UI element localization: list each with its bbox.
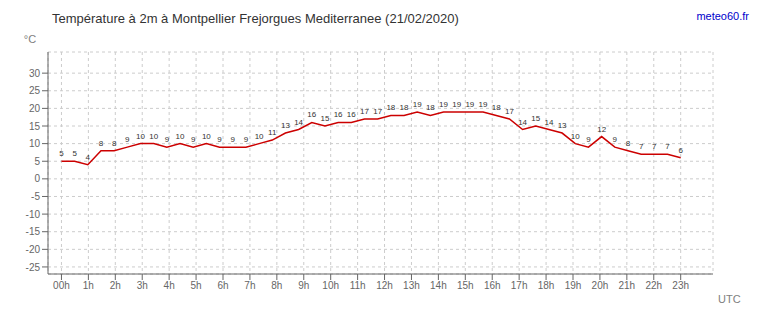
- svg-text:7: 7: [652, 142, 657, 151]
- svg-text:21h: 21h: [619, 280, 636, 291]
- svg-text:18: 18: [426, 103, 435, 112]
- svg-text:16: 16: [334, 110, 343, 119]
- svg-text:8: 8: [99, 139, 104, 148]
- svg-text:10: 10: [176, 132, 185, 141]
- svg-text:1h: 1h: [83, 280, 94, 291]
- svg-text:18: 18: [492, 103, 501, 112]
- svg-text:10: 10: [136, 132, 145, 141]
- svg-text:14h: 14h: [430, 280, 447, 291]
- svg-text:12: 12: [597, 125, 606, 134]
- svg-text:9: 9: [191, 135, 196, 144]
- svg-text:-20: -20: [26, 244, 41, 255]
- svg-text:14: 14: [294, 118, 303, 127]
- svg-text:00h: 00h: [53, 280, 70, 291]
- svg-text:12h: 12h: [376, 280, 393, 291]
- svg-text:9: 9: [217, 135, 222, 144]
- svg-text:18: 18: [400, 103, 409, 112]
- svg-text:8: 8: [112, 139, 117, 148]
- svg-text:13: 13: [281, 121, 290, 130]
- svg-text:9: 9: [244, 135, 249, 144]
- svg-text:8: 8: [626, 139, 631, 148]
- svg-text:19: 19: [452, 100, 461, 109]
- svg-text:0: 0: [34, 173, 40, 184]
- svg-text:5: 5: [34, 156, 40, 167]
- svg-text:19: 19: [413, 100, 422, 109]
- svg-text:17: 17: [373, 107, 382, 116]
- svg-text:8h: 8h: [271, 280, 282, 291]
- svg-text:15: 15: [321, 114, 330, 123]
- svg-text:15: 15: [531, 114, 540, 123]
- svg-text:10: 10: [202, 132, 211, 141]
- svg-text:9: 9: [613, 135, 618, 144]
- svg-text:4h: 4h: [164, 280, 175, 291]
- svg-text:13: 13: [558, 121, 567, 130]
- svg-text:30: 30: [29, 68, 41, 79]
- svg-text:19: 19: [479, 100, 488, 109]
- svg-text:23h: 23h: [672, 280, 689, 291]
- svg-text:5: 5: [59, 149, 64, 158]
- svg-text:18: 18: [386, 103, 395, 112]
- svg-text:13h: 13h: [403, 280, 420, 291]
- svg-text:3h: 3h: [137, 280, 148, 291]
- svg-text:16: 16: [347, 110, 356, 119]
- svg-text:9: 9: [231, 135, 236, 144]
- svg-text:6h: 6h: [217, 280, 228, 291]
- svg-text:9h: 9h: [298, 280, 309, 291]
- svg-text:19h: 19h: [565, 280, 582, 291]
- svg-text:2h: 2h: [110, 280, 121, 291]
- svg-text:°C: °C: [24, 33, 36, 45]
- svg-text:7: 7: [665, 142, 670, 151]
- svg-text:10: 10: [149, 132, 158, 141]
- svg-text:17h: 17h: [511, 280, 528, 291]
- svg-text:7: 7: [639, 142, 644, 151]
- html-text:Température à 2m à Montpellier: Température à 2m à Montpellier Frejorgue…: [52, 11, 459, 26]
- svg-text:9: 9: [165, 135, 170, 144]
- svg-text:10: 10: [29, 138, 41, 149]
- svg-text:5: 5: [72, 149, 77, 158]
- svg-text:11: 11: [268, 128, 277, 137]
- svg-text:14: 14: [518, 118, 527, 127]
- svg-text:-5: -5: [31, 191, 40, 202]
- svg-text:14: 14: [544, 118, 553, 127]
- svg-text:15: 15: [29, 121, 41, 132]
- svg-text:11h: 11h: [350, 280, 366, 291]
- svg-text:9: 9: [586, 135, 591, 144]
- svg-text:16h: 16h: [484, 280, 501, 291]
- svg-text:7h: 7h: [244, 280, 255, 291]
- svg-text:5h: 5h: [191, 280, 202, 291]
- html-text:meteo60.fr: meteo60.fr: [696, 10, 749, 22]
- svg-text:10: 10: [255, 132, 264, 141]
- svg-text:10: 10: [571, 132, 580, 141]
- svg-text:17: 17: [360, 107, 369, 116]
- svg-text:22h: 22h: [645, 280, 662, 291]
- svg-text:UTC: UTC: [718, 293, 741, 305]
- svg-text:4: 4: [86, 153, 91, 162]
- svg-text:18h: 18h: [538, 280, 555, 291]
- svg-text:6: 6: [678, 146, 683, 155]
- svg-text:16: 16: [307, 110, 316, 119]
- svg-text:-10: -10: [26, 209, 41, 220]
- svg-text:19: 19: [465, 100, 474, 109]
- svg-text:9: 9: [125, 135, 130, 144]
- svg-text:25: 25: [29, 85, 41, 96]
- svg-text:20h: 20h: [592, 280, 609, 291]
- svg-text:-25: -25: [26, 262, 41, 273]
- svg-text:-15: -15: [26, 226, 41, 237]
- svg-text:10h: 10h: [322, 280, 339, 291]
- svg-text:15h: 15h: [457, 280, 474, 291]
- svg-text:17: 17: [505, 107, 514, 116]
- svg-text:19: 19: [439, 100, 448, 109]
- svg-text:20: 20: [29, 103, 41, 114]
